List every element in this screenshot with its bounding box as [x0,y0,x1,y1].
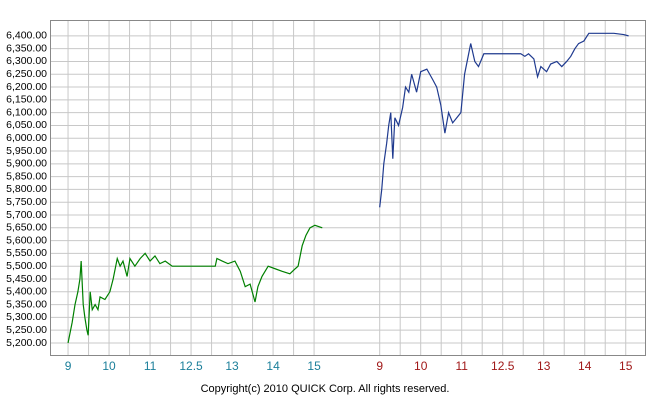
y-tick-label: 6,400.00 [6,30,47,42]
x-tick-label: 13 [537,359,551,373]
plot-frame [50,20,646,356]
y-tick-label: 5,400.00 [6,286,47,298]
y-tick-label: 6,150.00 [6,94,47,106]
x-tick-label: 9 [376,359,383,373]
y-tick-label: 5,650.00 [6,222,47,234]
price-line [379,32,629,208]
y-tick-label: 5,250.00 [6,324,47,336]
y-tick-label: 6,200.00 [6,81,47,93]
x-tick-label: 10 [102,359,116,373]
y-tick-label: 5,700.00 [6,209,47,221]
x-tick-label: 10 [414,359,428,373]
y-tick-label: 5,600.00 [6,234,47,246]
y-tick-label: 5,300.00 [6,311,47,323]
x-tick-label: 15 [619,359,633,373]
x-tick-label: 14 [266,359,280,373]
y-tick-label: 6,350.00 [6,42,47,54]
x-tick-label: 12.5 [179,359,203,373]
y-tick-label: 5,800.00 [6,183,47,195]
x-tick-label: 12.5 [491,359,515,373]
y-tick-label: 5,950.00 [6,145,47,157]
x-tick-label: 11 [144,359,157,373]
y-tick-label: 5,550.00 [6,247,47,259]
y-tick-label: 6,000.00 [6,132,47,144]
y-tick-label: 5,900.00 [6,158,47,170]
copyright: Copyright(c) 2010 QUICK Corp. All rights… [201,383,450,395]
y-tick-label: 5,850.00 [6,170,47,182]
grid [50,20,645,355]
x-tick-label: 14 [578,359,592,373]
y-tick-label: 5,350.00 [6,298,47,310]
y-tick-label: 6,250.00 [6,68,47,80]
y-tick-label: 5,500.00 [6,260,47,272]
y-tick-label: 6,300.00 [6,55,47,67]
x-tick-label: 11 [455,359,468,373]
x-tick-label: 13 [225,359,239,373]
y-tick-label: 5,750.00 [6,196,47,208]
y-tick-label: 5,200.00 [6,337,47,349]
y-tick-label: 6,050.00 [6,119,47,131]
x-tick-label: 15 [307,359,321,373]
x-tick-label: 9 [65,359,72,373]
price-line [67,224,323,344]
y-tick-label: 5,450.00 [6,273,47,285]
y-tick-label: 6,100.00 [6,106,47,118]
